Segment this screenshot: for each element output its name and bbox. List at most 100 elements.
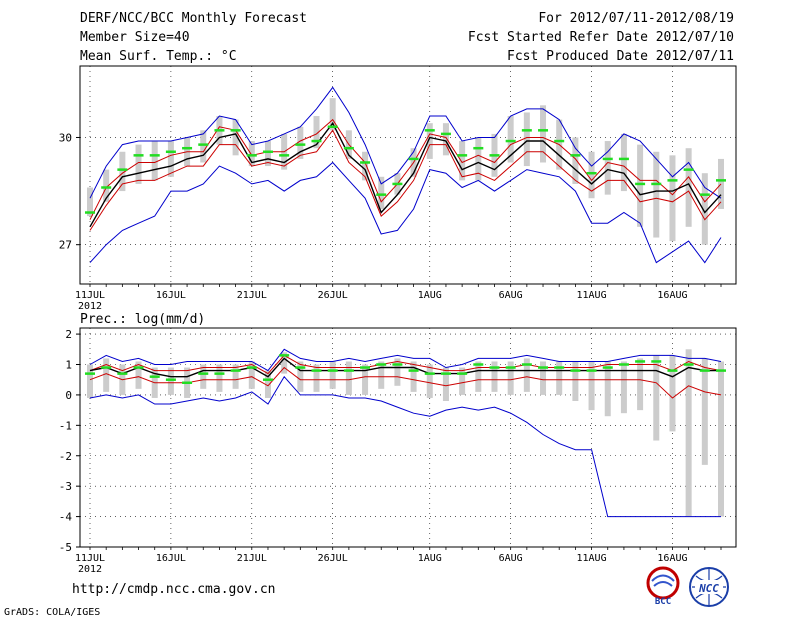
prec-spread-bar: [264, 370, 271, 398]
prec-ytick-label: -1: [59, 419, 72, 432]
temp-spread-bar: [475, 137, 482, 181]
temp-spread-bar: [264, 141, 271, 167]
prec-spread-bar: [685, 349, 692, 517]
temp-ytick-label: 30: [59, 131, 72, 144]
temp-series-upper: [89, 118, 722, 220]
prec-series-min: [89, 375, 721, 518]
prec-spread-bar: [103, 358, 110, 392]
source-url[interactable]: http://cmdp.ncc.cma.gov.cn: [72, 582, 276, 597]
prec-xtick-label: 16JUL: [156, 553, 186, 564]
temp-series-ensemble_mean: [89, 121, 722, 228]
temp-xtick-label: 1AUG: [418, 290, 442, 301]
temp-xtick-label: 11AUG: [577, 290, 607, 301]
temp-spread-bar: [426, 123, 433, 159]
temp-spread-bar: [151, 141, 158, 181]
prec-spread-bar: [540, 361, 547, 395]
temp-spread-bar: [637, 144, 644, 227]
prec-spread-bar: [248, 361, 255, 389]
temp-xtick-label: 26JUL: [318, 290, 348, 301]
temp-spread-bar: [701, 173, 708, 245]
temp-spread-bar: [653, 151, 660, 238]
prec-xtick-label: 1AUG: [418, 553, 442, 564]
prec-spread-bar: [491, 361, 498, 392]
produced-date-label: Fcst Produced Date 2012/07/11: [507, 49, 734, 64]
prec-series-ensemble_mean: [89, 357, 721, 378]
temp-spread-bar: [167, 141, 174, 177]
temp-spread-bar: [297, 126, 304, 159]
temp-spread-bar: [135, 144, 142, 184]
temp-series-min: [89, 161, 722, 264]
prec-series-max: [89, 348, 722, 372]
prec-series-upper: [89, 354, 722, 375]
member-size-label: Member Size=40: [80, 30, 190, 45]
prec-spread-bar: [200, 364, 207, 389]
prec-ytick-label: -5: [59, 541, 72, 554]
temp-spread-bar: [685, 148, 692, 227]
temp-series-max: [89, 86, 722, 199]
prec-spread-bar: [297, 361, 304, 392]
prec-spread-bar: [426, 364, 433, 398]
prec-spread-bar: [216, 364, 223, 392]
prec-xtick-label: 11JUL: [75, 553, 105, 564]
prec-ytick-label: 0: [65, 389, 72, 402]
temp-spread-bar: [523, 112, 530, 167]
bcc-logo-text: BCC: [655, 597, 671, 606]
prec-spread-bar: [701, 358, 708, 465]
temp-xtick-label: 6AUG: [499, 290, 523, 301]
temp-spread-bar: [313, 116, 320, 149]
precip-subtitle: Prec.: log(mm/d): [80, 312, 205, 327]
temperature-chart: 27 30 11JUL 16JUL 21JUL 26JUL 1AUG 6AUG 11AUG 16A…: [59, 65, 737, 312]
temp-spread-bar: [248, 141, 255, 167]
prec-spread-bar: [135, 361, 142, 389]
temp-spread-bar: [540, 105, 547, 163]
temp-spread-bar: [378, 176, 385, 209]
prec-spread-bar: [232, 364, 239, 389]
prec-spread-bar: [167, 367, 174, 395]
temp-plot: 27 30 11JUL 16JUL 21JUL 26JUL 1AUG 6AUG 11AUG 16A…: [59, 65, 737, 312]
prec-spread-bar: [556, 361, 563, 395]
temp-xtick-label: 16JUL: [156, 290, 186, 301]
prec-spread-bar: [410, 361, 417, 392]
temp-spread-bar: [232, 119, 239, 156]
prec-spread-bar: [507, 361, 514, 395]
temp-spread-bar: [604, 141, 611, 195]
prec-spread-bar: [394, 358, 401, 386]
prec-year-label: 2012: [78, 564, 102, 575]
prec-ytick-label: -3: [59, 480, 72, 493]
prec-spread-bar: [281, 352, 288, 374]
temp-spread-bar: [669, 155, 676, 242]
temp-spread-bar: [87, 187, 93, 217]
prec-ytick-label: 1: [65, 359, 72, 372]
temp-spread-bar: [329, 98, 336, 131]
prec-frame: [79, 327, 737, 548]
prec-spread-bar: [87, 364, 93, 398]
temp-xtick-label: 11JUL: [75, 290, 105, 301]
temp-spread-bar: [507, 116, 514, 163]
prec-spread-bar: [459, 367, 466, 395]
prec-spread-bar: [588, 361, 595, 411]
prec-spread-bar: [329, 361, 336, 389]
prec-spread-bar: [718, 361, 724, 517]
temp-series-lower: [89, 129, 722, 231]
prec-ytick-label: 2: [65, 328, 72, 341]
prec-xtick-label: 16AUG: [657, 553, 687, 564]
prec-spread-bar: [475, 361, 482, 392]
prec-spread-bar: [378, 361, 385, 389]
prec-plot: -5 -4 -3 -2 -1 0 1 2 11JUL 16JUL 21JUL 26JUL 1AUG 6AU…: [59, 327, 737, 575]
temp-spread-bar: [119, 151, 126, 192]
prec-spread-bar: [572, 361, 579, 401]
prec-spread-bar: [653, 355, 660, 441]
ncc-logo-text: NCC: [698, 582, 719, 595]
temp-spread-bar: [459, 141, 466, 181]
prec-spread-bar: [523, 358, 530, 392]
prec-xtick-label: 21JUL: [237, 553, 267, 564]
bcc-logo-graphic: BCC: [646, 566, 680, 607]
prec-spread-bar: [637, 358, 644, 411]
temp-spread-bar: [103, 169, 110, 202]
prec-spread-bar: [604, 361, 611, 417]
ncc-logo-graphic: NCC: [689, 567, 729, 607]
ncc-logo: NCC: [686, 566, 732, 608]
prec-ytick-label: -4: [59, 511, 73, 524]
prec-spread-bar: [345, 361, 352, 395]
